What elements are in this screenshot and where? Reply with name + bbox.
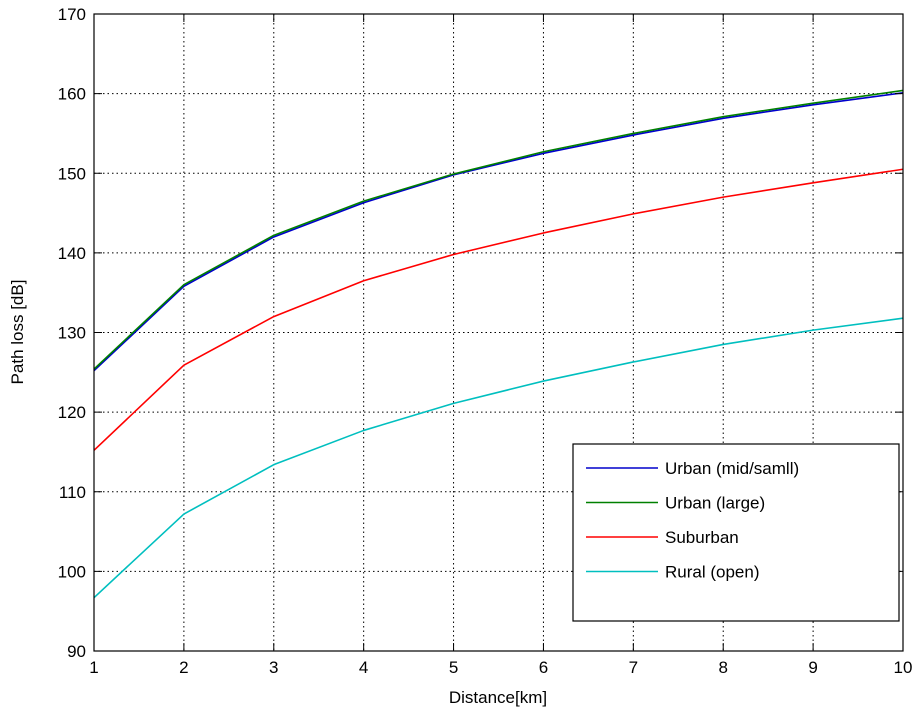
- x-tick-label: 2: [179, 658, 188, 677]
- y-tick-label: 130: [58, 324, 86, 343]
- y-tick-label: 150: [58, 164, 86, 183]
- legend-label-1: Urban (large): [665, 494, 765, 513]
- x-tick-label: 5: [449, 658, 458, 677]
- y-tick-label: 170: [58, 5, 86, 24]
- legend-label-0: Urban (mid/samll): [665, 459, 799, 478]
- legend: Urban (mid/samll) Urban (large) Suburban Ru…: [572, 443, 900, 622]
- series-line-1: [93, 89, 904, 370]
- x-tick-label: 8: [718, 658, 727, 677]
- x-tick-label: 7: [629, 658, 638, 677]
- x-tick-label: 9: [808, 658, 817, 677]
- y-tick-label: 100: [58, 562, 86, 581]
- x-axis-label: Distance[km]: [449, 688, 547, 707]
- x-tick-label: 10: [894, 658, 913, 677]
- series-lines: [93, 89, 904, 599]
- y-axis-label: Path loss [dB]: [8, 280, 27, 385]
- x-tick-label: 3: [269, 658, 278, 677]
- y-tick-label: 110: [59, 483, 86, 502]
- series-line-3: [93, 317, 904, 599]
- x-tick-label: 6: [539, 658, 548, 677]
- legend-label-3: Rural (open): [665, 563, 760, 582]
- x-tick-label: 4: [359, 658, 368, 677]
- axis-ticks: 1 2 3 4 5 6 7 8 9 10 90 100 110 120 130 140 150 160 170: [58, 5, 913, 677]
- y-tick-label: 140: [58, 244, 86, 263]
- y-tick-label: 160: [58, 85, 86, 104]
- legend-label-2: Suburban: [665, 528, 739, 547]
- x-tick-label: 1: [89, 658, 98, 677]
- series-line-0: [93, 92, 904, 372]
- series-line-2: [93, 168, 904, 451]
- legend-box: [572, 443, 900, 622]
- y-tick-label: 120: [58, 403, 86, 422]
- y-tick-label: 90: [67, 642, 86, 661]
